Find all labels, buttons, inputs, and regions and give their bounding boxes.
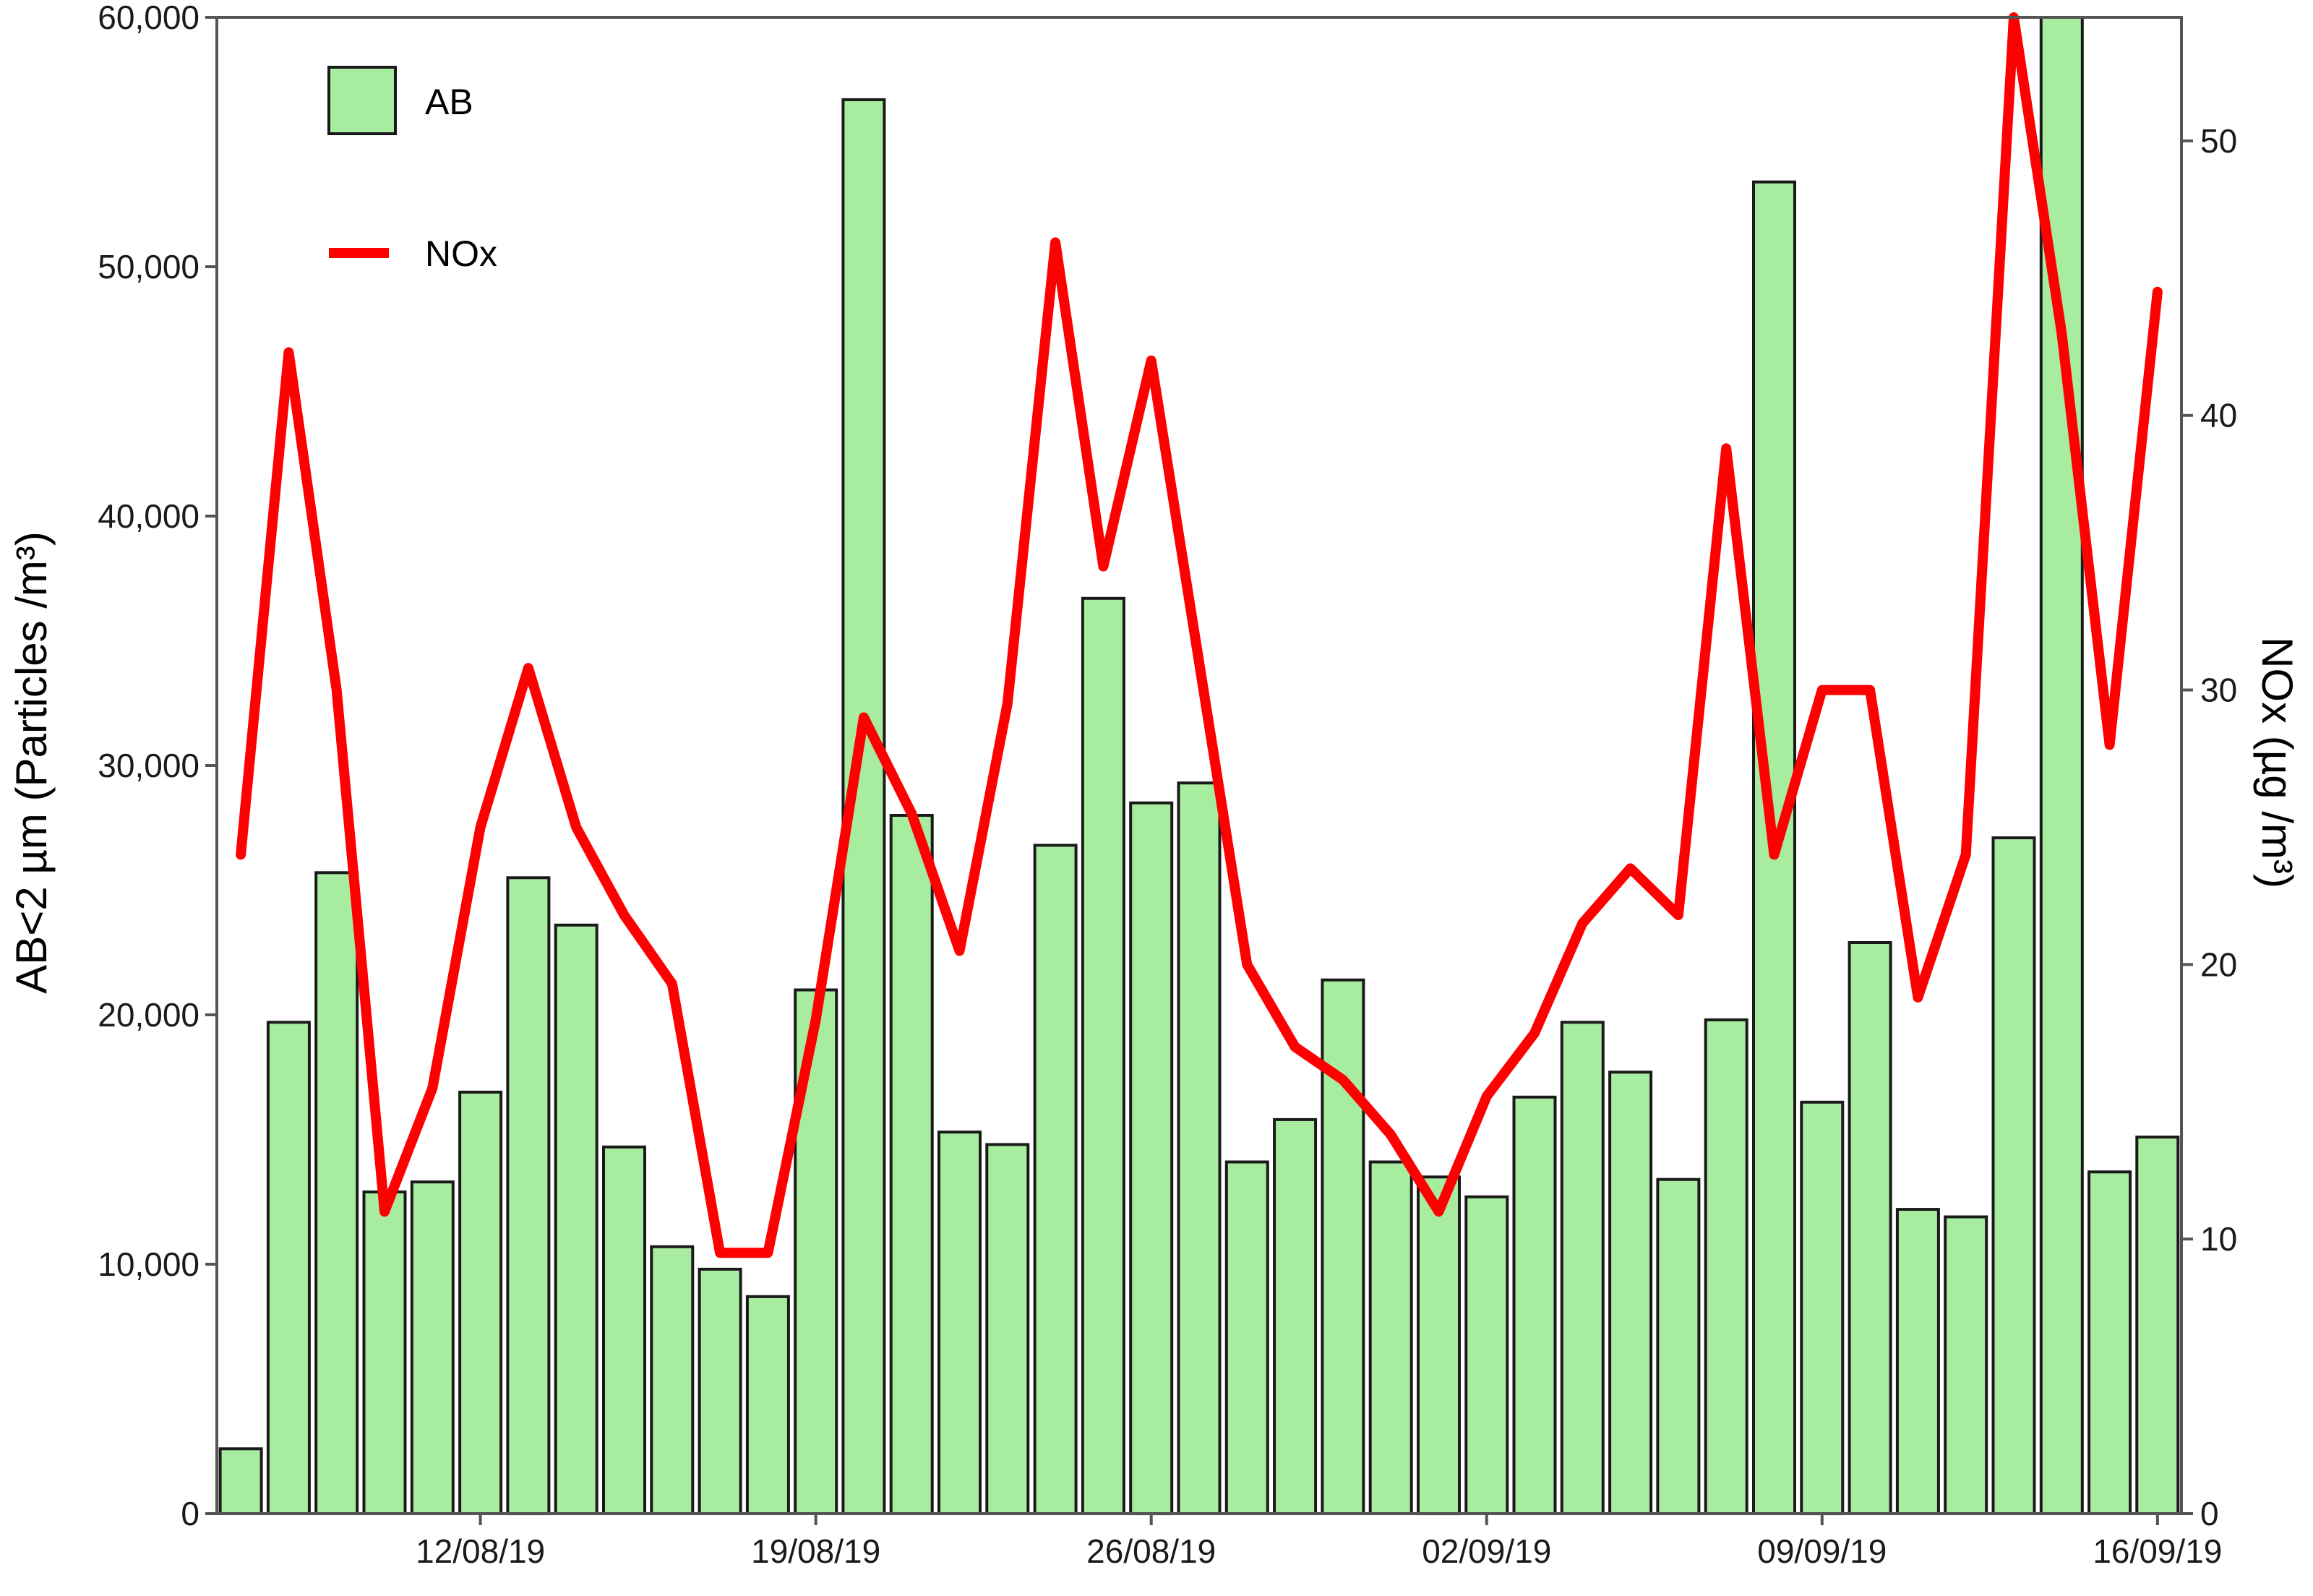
bar-ab <box>1944 1215 1988 1515</box>
bar-ab <box>1417 1175 1461 1516</box>
x-tick-label: 26/08/19 <box>1086 1532 1216 1570</box>
bar-ab <box>1368 1160 1413 1515</box>
bar-ab <box>1991 836 2036 1515</box>
left-y-tick-label: 30,000 <box>98 747 199 784</box>
bar-ab <box>1177 781 1222 1515</box>
left-y-axis-title: AB<2 µm (Particles /m³) <box>7 531 56 994</box>
bar-ab <box>794 988 838 1515</box>
left-y-tick-label: 10,000 <box>98 1245 199 1283</box>
line-series-nox <box>236 12 2163 1258</box>
right-y-tick-label: 10 <box>2200 1220 2237 1258</box>
bar-ab <box>698 1267 742 1516</box>
bar-ab <box>266 1021 311 1516</box>
bar-ab <box>1081 596 1125 1515</box>
bar-ab <box>554 923 598 1516</box>
bar-ab <box>506 876 551 1516</box>
bar-ab <box>410 1180 455 1515</box>
bar-ab <box>1464 1195 1509 1516</box>
right-y-tick-label: 0 <box>2200 1495 2219 1532</box>
bar-ab <box>1656 1177 1701 1515</box>
bar-ab <box>1321 978 1365 1515</box>
legend-swatch-ab <box>327 66 397 135</box>
bar-ab <box>362 1190 407 1515</box>
bar-ab <box>314 871 359 1516</box>
bar-ab <box>1895 1208 1940 1515</box>
legend-label-ab: AB <box>425 82 473 122</box>
legend: AB NOx <box>327 66 497 274</box>
bar-ab <box>985 1143 1030 1516</box>
x-tick-label: 09/09/19 <box>1757 1532 1887 1570</box>
bar-ab <box>2135 1136 2180 1515</box>
bar-ab <box>889 814 934 1515</box>
left-y-tick-label: 0 <box>181 1495 199 1532</box>
right-y-tick-label: 30 <box>2200 672 2237 709</box>
x-tick-label: 02/09/19 <box>1422 1532 1551 1570</box>
bar-ab <box>745 1295 790 1516</box>
bar-ab <box>1512 1095 1557 1516</box>
left-y-tick-label: 60,000 <box>98 0 199 36</box>
left-y-axis: 0 10,000 20,000 30,000 40,000 50,000 60,000 <box>98 0 217 1532</box>
bar-ab <box>1273 1117 1318 1515</box>
bar-ab <box>1129 801 1174 1516</box>
bar-ab <box>650 1245 695 1516</box>
line-nox <box>236 12 2163 1258</box>
right-y-axis-title: NOx (µg /m³) <box>2253 637 2301 888</box>
bar-ab <box>1560 1021 1605 1516</box>
right-y-tick-label: 40 <box>2200 397 2237 434</box>
bar-ab <box>1033 844 1078 1515</box>
x-tick-label: 12/08/19 <box>416 1532 545 1570</box>
bar-ab <box>458 1090 503 1515</box>
right-y-axis: 0 10 20 30 40 50 <box>2181 122 2237 1532</box>
right-y-tick-label: 20 <box>2200 945 2237 983</box>
x-tick-label: 19/08/19 <box>751 1532 880 1570</box>
left-y-tick-label: 40,000 <box>98 497 199 535</box>
bar-ab <box>1608 1071 1653 1516</box>
x-tick-label: 16/09/19 <box>2093 1532 2222 1570</box>
right-y-tick-label: 50 <box>2200 122 2237 160</box>
x-axis: 12/08/19 19/08/19 26/08/19 02/09/19 09/09/19… <box>416 1514 2222 1570</box>
left-y-tick-label: 50,000 <box>98 248 199 286</box>
bar-ab <box>1704 1018 1748 1515</box>
left-y-tick-label: 20,000 <box>98 996 199 1034</box>
bar-series-ab <box>218 16 2180 1516</box>
legend-label-nox: NOx <box>425 233 497 274</box>
bar-ab <box>602 1145 646 1516</box>
bar-ab <box>2087 1170 2132 1516</box>
bar-ab <box>218 1447 263 1516</box>
bar-ab <box>1800 1100 1845 1516</box>
bar-ab <box>1848 941 1892 1515</box>
bar-ab <box>1224 1160 1269 1515</box>
bar-ab <box>937 1130 982 1515</box>
